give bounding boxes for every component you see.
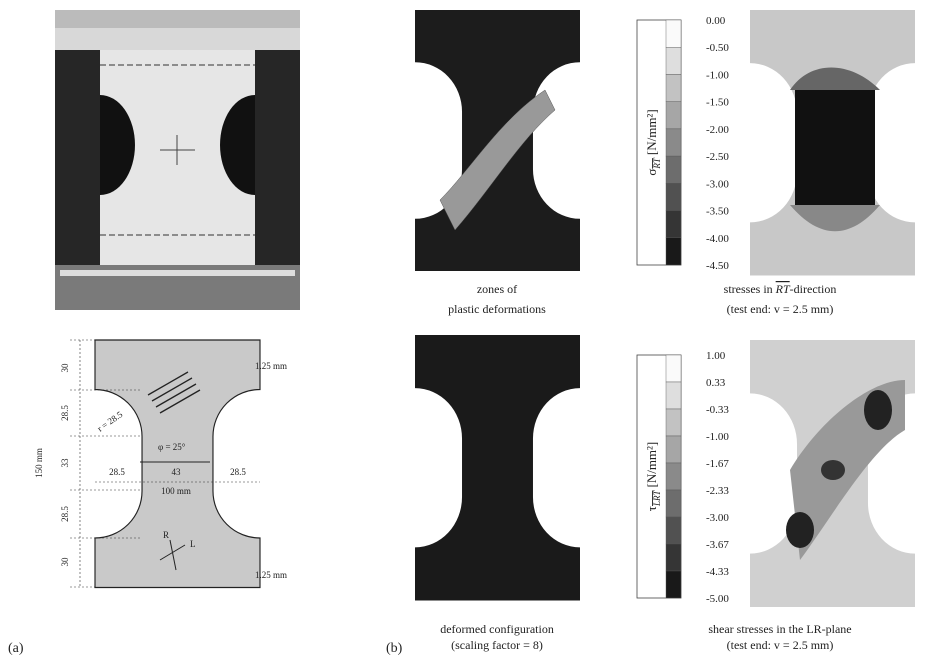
stress-rt-contour [750, 10, 915, 276]
colorbar-band [666, 74, 681, 101]
symbol: σ [644, 169, 659, 176]
caption: (test end: v = 2.5 mm) [727, 638, 834, 652]
colorbar-tick-label: 0.00 [706, 15, 726, 27]
plastic-zones-plot [415, 10, 580, 271]
figure: 30 28.5 33 28.5 30 150 mm 1.25 mm 1.25 m… [0, 0, 934, 663]
caption: stresses in RT-direction [724, 282, 837, 296]
total-width: 100 mm [161, 486, 191, 496]
chamfer-label: 1.25 mm [255, 570, 287, 580]
colorbar-tick-label: 1.00 [706, 350, 726, 362]
subscript: LRT [652, 490, 662, 508]
deformed-plot [415, 335, 580, 601]
colorbar-band [666, 463, 681, 490]
colorbar-tick-label: -0.50 [706, 42, 729, 54]
colorbar-tick-label: 0.33 [706, 377, 726, 389]
colorbar-band [666, 47, 681, 74]
axis-r: R [163, 530, 169, 540]
colorbar-tick-label: -3.67 [706, 539, 729, 551]
caption-part: stresses in [724, 282, 776, 296]
unit: [N/mm²] [644, 442, 659, 488]
colorbar-band [666, 129, 681, 156]
colorbar-tick-label: -2.50 [706, 151, 729, 163]
colorbar-tick-label: -1.67 [706, 458, 729, 470]
dim-label: 28.5 [60, 405, 70, 421]
colorbar-tick-label: -2.00 [706, 124, 729, 136]
colorbar-band [666, 211, 681, 238]
shear-lr-contour [750, 340, 915, 607]
test-photo [55, 10, 300, 310]
caption-part: -direction [790, 282, 837, 296]
dim-label: 28.5 [60, 506, 70, 522]
colorbar-tick-label: -4.50 [706, 260, 729, 272]
colorbar-tick-label: -1.00 [706, 431, 729, 443]
colorbar-band [666, 544, 681, 571]
caption-part: RT [775, 282, 791, 296]
colorbar-band [666, 490, 681, 517]
angle-label: φ = 25° [158, 442, 186, 452]
colorbar-tick-label: -4.33 [706, 566, 729, 578]
colorbar-tick-label: -5.00 [706, 593, 729, 605]
width-label: 28.5 [230, 467, 246, 477]
width-label: 28.5 [109, 467, 125, 477]
colorbar-tick-label: -3.50 [706, 206, 729, 218]
panel-label: (b) [386, 641, 403, 656]
colorbar-band [666, 183, 681, 210]
dim-label: 30 [60, 363, 70, 373]
colorbar-band [666, 20, 681, 47]
colorbar-band [666, 102, 681, 129]
colorbar-band [666, 517, 681, 544]
colorbar-band [666, 156, 681, 183]
colorbar-tick-label: -1.00 [706, 69, 729, 81]
colorbar-band [666, 382, 681, 409]
colorbar-tick-label: -4.00 [706, 233, 729, 245]
panel-label: (a) [8, 641, 24, 656]
colorbar-band [666, 409, 681, 436]
colorbar-tick-label: -3.00 [706, 178, 729, 190]
dim-label: 33 [60, 458, 70, 468]
caption: zones of [477, 282, 517, 296]
colorbar-band [666, 355, 681, 382]
colorbar-band [666, 238, 681, 265]
specimen-drawing: 30 28.5 33 28.5 30 150 mm 1.25 mm 1.25 m… [34, 340, 287, 588]
colorbar-tick-label: -2.33 [706, 485, 729, 497]
dim-label: 30 [60, 557, 70, 567]
width-label: 43 [172, 467, 182, 477]
chamfer-label: 1.25 mm [255, 361, 287, 371]
colorbar-tick-label: -1.50 [706, 97, 729, 109]
total-height: 150 mm [34, 448, 44, 478]
unit: [N/mm²] [644, 109, 659, 155]
subscript: RT [652, 157, 662, 169]
colorbar-band [666, 571, 681, 598]
caption: deformed configuration [440, 622, 554, 636]
caption: plastic deformations [448, 302, 546, 316]
colorbar-band [666, 436, 681, 463]
caption: (scaling factor = 8) [451, 638, 543, 652]
caption: (test end: v = 2.5 mm) [727, 302, 834, 316]
caption: shear stresses in the LR-plane [708, 622, 851, 636]
axis-l: L [190, 539, 196, 549]
colorbar-tick-label: -3.00 [706, 512, 729, 524]
colorbar-tick-label: -0.33 [706, 404, 729, 416]
radius-label: r = 28.5 [95, 409, 124, 434]
